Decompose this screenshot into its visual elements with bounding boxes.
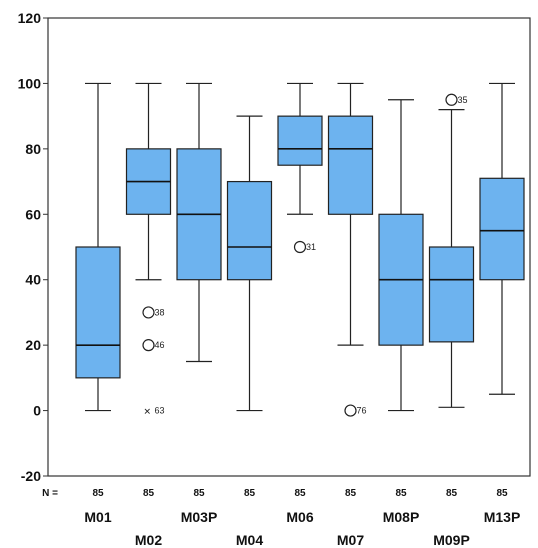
outlier-cross-marker: ✕ [144,407,152,417]
y-tick-label: -20 [21,468,41,484]
n-count-label: 85 [193,488,205,499]
n-count-label: 85 [446,488,458,499]
outlier-circle-marker [293,240,307,254]
iqr-box [327,115,374,215]
y-tick-label: 80 [25,141,41,157]
outlier-label: 46 [155,340,165,350]
box-m09p: 35 [428,93,475,408]
box-m07: 76 [327,82,374,417]
y-tick-label: 120 [18,10,42,26]
n-count-label: 85 [496,488,508,499]
category-label: M13P [484,509,521,525]
n-count-label: 85 [143,488,155,499]
n-count-label: 85 [345,488,357,499]
n-count-label: 85 [294,488,306,499]
outlier-label: 38 [155,307,165,317]
outlier-circle-marker [445,93,458,106]
plot-frame [47,17,531,477]
outlier-label: 35 [458,95,468,105]
box-m02: 38 46 ✕ 63 [125,82,172,417]
box-m04 [226,115,273,412]
y-tick-label: 0 [33,403,41,419]
n-count-label: 85 [244,488,256,499]
category-label: M03P [181,509,218,525]
outlier-circle-marker [142,306,155,319]
n-prefix-label: N = [42,488,58,499]
outlier-circle-marker [344,404,357,417]
outlier-label: 76 [357,406,367,416]
category-label: M09P [433,532,470,548]
iqr-box [428,246,475,343]
n-count-label: 85 [92,488,104,499]
category-label: M08P [383,509,420,525]
box-m08p [378,99,424,412]
box-m01 [75,82,121,412]
iqr-box [479,177,525,281]
outlier-label: 63 [155,406,165,416]
category-label: M07 [337,532,364,548]
box-m06: 31 [277,82,323,254]
box-series: 38 46 ✕ 63 31 76 35 [75,82,525,417]
y-tick-label: 40 [25,272,41,288]
category-label: M06 [286,509,313,525]
category-label: M04 [236,532,263,548]
box-m13p [479,82,525,395]
y-tick-label: 60 [25,206,41,222]
y-tick-label: 20 [25,337,41,353]
iqr-box [226,180,273,281]
category-label: M01 [84,509,111,525]
iqr-box [277,115,323,166]
x-axis-labels: N = 85 M01 85 M02 85 M03P 85 M04 85 M06 85 M07 85 M08P… [42,488,520,548]
y-axis: -20 0 20 40 60 80 100 120 [18,10,48,484]
n-count-label: 85 [395,488,407,499]
box-m03p [176,82,222,363]
iqr-box [75,246,121,379]
y-tick-label: 100 [18,75,42,91]
outlier-label: 31 [306,242,316,252]
category-label: M02 [135,532,162,548]
outlier-circle-marker [142,339,155,352]
